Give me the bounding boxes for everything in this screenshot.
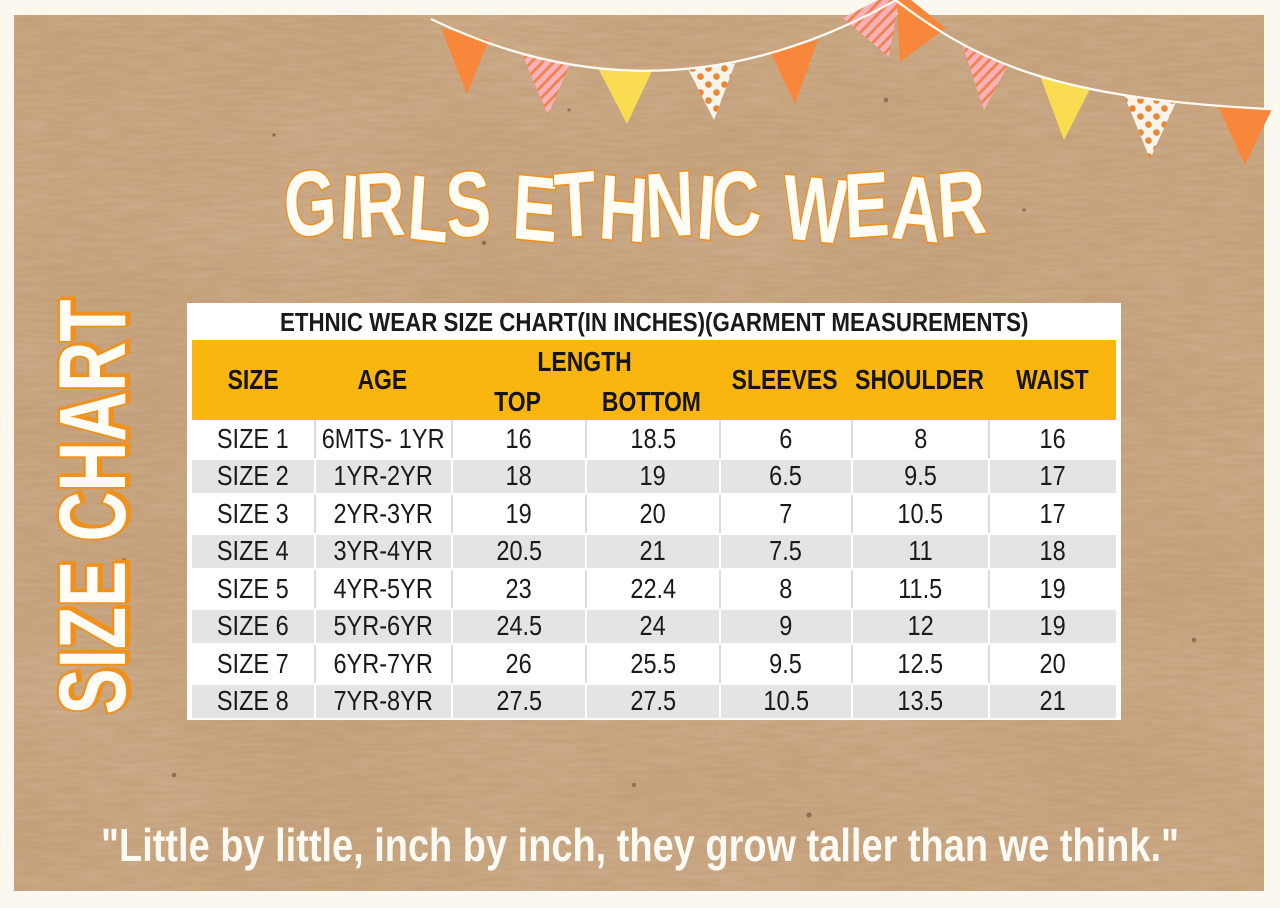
svg-text:"Little by little, inch by inc: "Little by little, inch by inch, they gr… <box>101 819 1179 871</box>
svg-text:SIZE CHART: SIZE CHART <box>43 298 149 713</box>
svg-text:GIRLS ETHNIC WEAR: GIRLS ETHNIC WEAR <box>279 152 990 263</box>
svg-text:SIZE CHART: SIZE CHART <box>40 300 146 715</box>
